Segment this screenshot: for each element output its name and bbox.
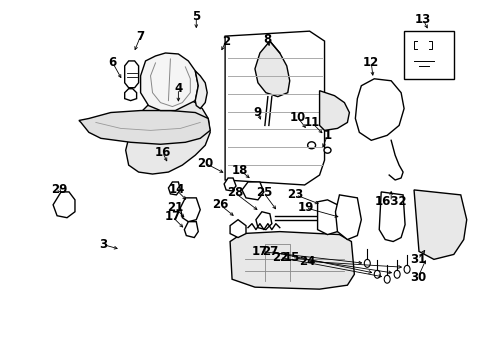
Ellipse shape bbox=[324, 147, 330, 153]
Text: 28: 28 bbox=[226, 186, 243, 199]
Polygon shape bbox=[53, 192, 75, 218]
Ellipse shape bbox=[384, 275, 389, 283]
Text: 19: 19 bbox=[297, 201, 313, 214]
Polygon shape bbox=[124, 89, 136, 100]
Text: 20: 20 bbox=[197, 157, 213, 170]
Text: 31: 31 bbox=[409, 253, 425, 266]
Text: 13: 13 bbox=[414, 13, 430, 26]
Polygon shape bbox=[255, 212, 271, 230]
Text: 8: 8 bbox=[263, 33, 271, 46]
Text: 16: 16 bbox=[154, 146, 170, 159]
Text: 23: 23 bbox=[287, 188, 303, 201]
Ellipse shape bbox=[372, 108, 379, 113]
Text: 26: 26 bbox=[211, 198, 228, 211]
Ellipse shape bbox=[307, 142, 315, 149]
Polygon shape bbox=[79, 111, 210, 144]
Text: 5: 5 bbox=[192, 10, 200, 23]
Ellipse shape bbox=[424, 248, 432, 255]
Polygon shape bbox=[355, 79, 403, 140]
Text: 30: 30 bbox=[409, 271, 425, 284]
Text: 21: 21 bbox=[167, 201, 183, 214]
Ellipse shape bbox=[377, 116, 384, 121]
Text: 17: 17 bbox=[251, 245, 267, 258]
Text: 29: 29 bbox=[51, 184, 67, 197]
Polygon shape bbox=[141, 53, 198, 111]
Ellipse shape bbox=[373, 270, 380, 278]
Text: 22: 22 bbox=[271, 251, 287, 264]
Ellipse shape bbox=[262, 125, 269, 131]
Polygon shape bbox=[230, 231, 354, 289]
Polygon shape bbox=[184, 222, 198, 238]
Text: 2: 2 bbox=[222, 35, 230, 48]
Polygon shape bbox=[180, 198, 200, 222]
Text: 4: 4 bbox=[174, 82, 182, 95]
Polygon shape bbox=[319, 91, 349, 130]
Ellipse shape bbox=[367, 100, 374, 105]
Text: 14: 14 bbox=[168, 184, 184, 197]
Polygon shape bbox=[224, 178, 236, 191]
Polygon shape bbox=[317, 200, 341, 235]
Ellipse shape bbox=[364, 260, 369, 267]
Text: 1: 1 bbox=[323, 129, 331, 142]
Text: 17: 17 bbox=[164, 210, 180, 223]
Polygon shape bbox=[413, 190, 466, 260]
Polygon shape bbox=[254, 41, 289, 96]
Text: 3: 3 bbox=[99, 238, 107, 251]
Text: 27: 27 bbox=[261, 245, 277, 258]
Text: 11: 11 bbox=[303, 116, 319, 129]
Ellipse shape bbox=[393, 270, 399, 278]
Polygon shape bbox=[124, 61, 138, 88]
Text: 25: 25 bbox=[255, 186, 271, 199]
Polygon shape bbox=[403, 31, 453, 79]
Text: 6: 6 bbox=[108, 57, 117, 69]
Polygon shape bbox=[125, 99, 210, 174]
Polygon shape bbox=[168, 182, 180, 195]
Text: 1632: 1632 bbox=[374, 195, 407, 208]
Text: 15: 15 bbox=[283, 251, 299, 264]
Text: 24: 24 bbox=[299, 255, 315, 268]
Polygon shape bbox=[335, 195, 361, 239]
Polygon shape bbox=[230, 220, 245, 238]
Text: 9: 9 bbox=[253, 106, 262, 119]
Text: 12: 12 bbox=[363, 57, 379, 69]
Polygon shape bbox=[224, 31, 324, 185]
Polygon shape bbox=[242, 182, 264, 200]
Text: 10: 10 bbox=[289, 111, 305, 124]
Ellipse shape bbox=[403, 265, 409, 273]
Polygon shape bbox=[379, 192, 404, 242]
Text: 18: 18 bbox=[231, 163, 248, 176]
Text: 7: 7 bbox=[136, 30, 144, 42]
Polygon shape bbox=[195, 71, 207, 109]
